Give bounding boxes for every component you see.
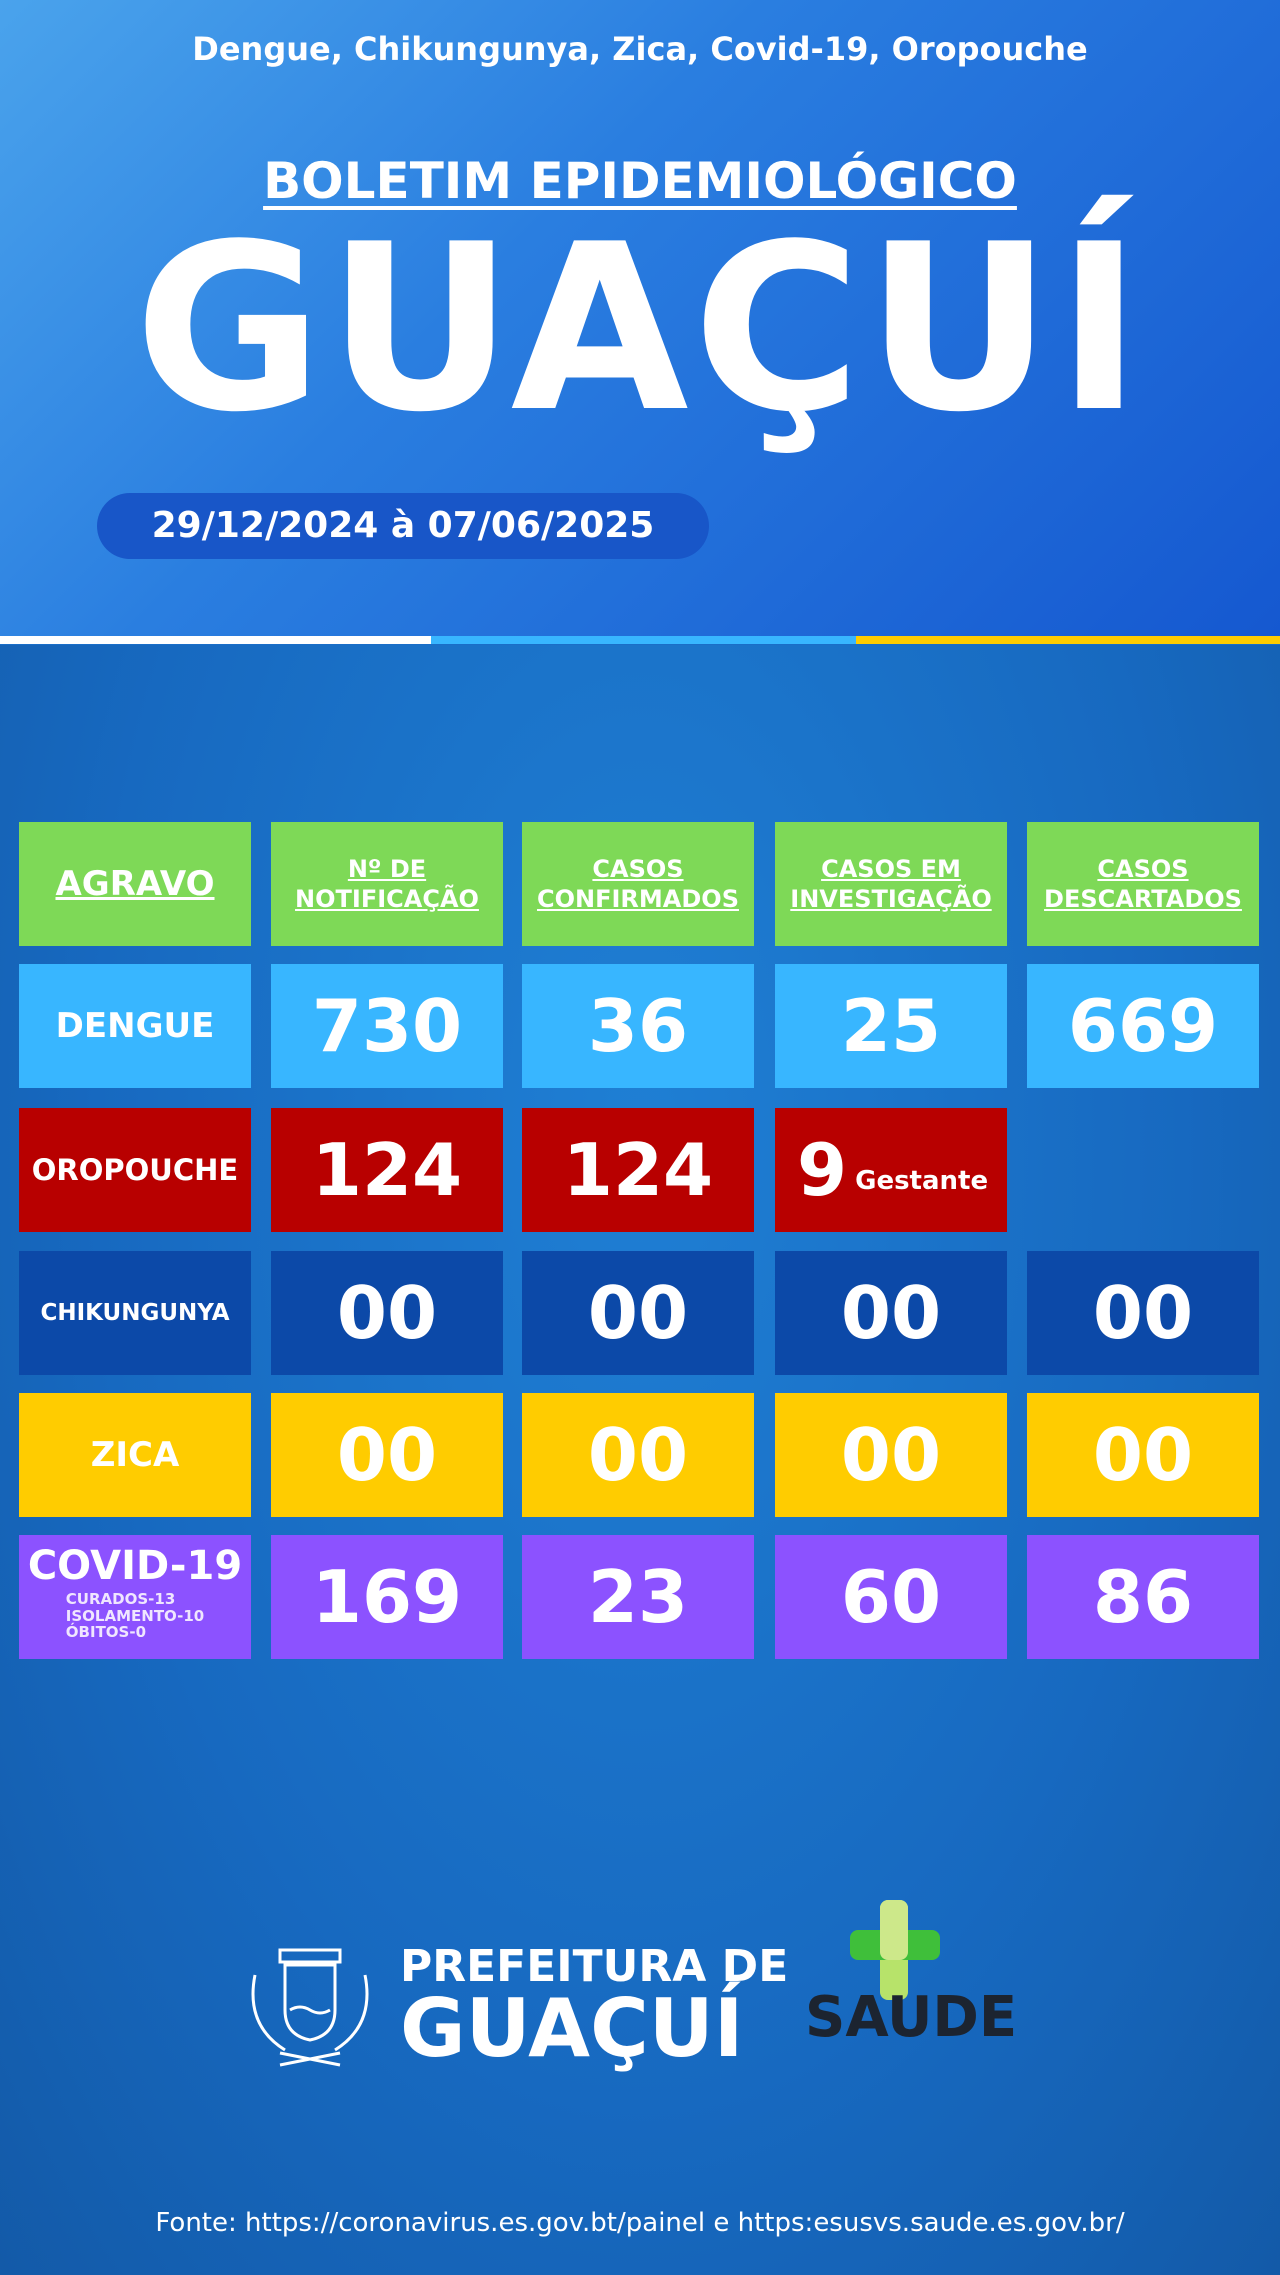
agravo-cell: ZICA: [19, 1393, 251, 1517]
value: 9: [797, 1128, 848, 1212]
column-header: CASOS CONFIRMADOS: [522, 822, 754, 946]
agravo-cell: CHIKUNGUNYA: [19, 1251, 251, 1375]
covid-detail: ÓBITOS-0: [65, 1623, 147, 1641]
value: 00: [1092, 1413, 1194, 1497]
value: 00: [336, 1413, 438, 1497]
covid-detail: CURADOS-13: [65, 1590, 176, 1608]
stripe-yellow: [856, 636, 1280, 644]
value: 00: [1092, 1271, 1194, 1355]
value-cell: 00: [271, 1251, 503, 1375]
agravo-label: ZICA: [90, 1435, 180, 1475]
health-cross-icon: [850, 1900, 940, 2000]
value-cell: 36: [522, 964, 754, 1088]
agravo-cell: COVID-19 CURADOS-13 ISOLAMENTO-10 ÓBITOS-0: [19, 1535, 251, 1659]
value: 669: [1067, 984, 1219, 1068]
value-cell: 60: [775, 1535, 1007, 1659]
value: 00: [336, 1271, 438, 1355]
agravo-cell: DENGUE: [19, 964, 251, 1088]
value: 00: [840, 1413, 942, 1497]
value-cell: 00: [1027, 1251, 1259, 1375]
value-cell: 00: [1027, 1393, 1259, 1517]
bulletin-title: BOLETIM EPIDEMIOLÓGICO: [263, 152, 1017, 210]
prefeitura-logo: PREFEITURA DE GUAÇUÍ: [400, 1945, 788, 2069]
value-cell: 86: [1027, 1535, 1259, 1659]
value: 00: [587, 1413, 689, 1497]
value-cell: 9 Gestante: [775, 1108, 1007, 1232]
city-title: GUAÇUÍ: [134, 196, 1146, 463]
diseases-subtitle: Dengue, Chikungunya, Zica, Covid-19, Oro…: [192, 30, 1088, 68]
value-cell: 00: [775, 1251, 1007, 1375]
value-cell: 669: [1027, 964, 1259, 1088]
value: 730: [311, 984, 463, 1068]
pregnant-note: Gestante: [855, 1166, 989, 1196]
stripe-white: [0, 636, 431, 644]
value: 00: [840, 1271, 942, 1355]
value-cell: 25: [775, 964, 1007, 1088]
value: 23: [587, 1555, 689, 1639]
value: 60: [840, 1555, 942, 1639]
stripe-blue: [431, 636, 856, 644]
value: 124: [311, 1128, 463, 1212]
agravo-cell: OROPOUCHE: [19, 1108, 251, 1232]
value-cell: 730: [271, 964, 503, 1088]
value-cell: 169: [271, 1535, 503, 1659]
value-cell: 00: [271, 1393, 503, 1517]
column-header: CASOS DESCARTADOS: [1027, 822, 1259, 946]
value-cell: 124: [522, 1108, 754, 1232]
value: 86: [1092, 1555, 1194, 1639]
period-badge: 29/12/2024 à 07/06/2025: [97, 493, 709, 559]
column-header: AGRAVO: [19, 822, 251, 946]
value-cell: 00: [522, 1393, 754, 1517]
value: 124: [562, 1128, 714, 1212]
city-crest-icon: [251, 1948, 369, 2067]
agravo-label: DENGUE: [55, 1006, 215, 1046]
column-header: CASOS EM INVESTIGAÇÃO: [775, 822, 1007, 946]
agravo-label: CHIKUNGUNYA: [40, 1300, 230, 1326]
covid-detail: ISOLAMENTO-10: [65, 1606, 205, 1625]
value: 00: [587, 1271, 689, 1355]
value: 25: [840, 984, 942, 1068]
source-footer: Fonte: https://coronavirus.es.gov.bt/pai…: [155, 2208, 1125, 2238]
value-cell: 00: [775, 1393, 1007, 1517]
value: 36: [587, 984, 689, 1068]
value-cell: 00: [522, 1251, 754, 1375]
value: 169: [311, 1555, 463, 1639]
value-cell: 23: [522, 1535, 754, 1659]
agravo-label: OROPOUCHE: [31, 1153, 239, 1187]
agravo-label: COVID-19: [27, 1543, 243, 1589]
column-header: Nº DE NOTIFICAÇÃO: [271, 822, 503, 946]
prefeitura-line1: PREFEITURA DE: [400, 1941, 789, 1992]
prefeitura-line2: GUAÇUÍ: [400, 1982, 744, 2075]
value-cell: 124: [271, 1108, 503, 1232]
saude-logo-text: SAUDE: [805, 1985, 1018, 2050]
